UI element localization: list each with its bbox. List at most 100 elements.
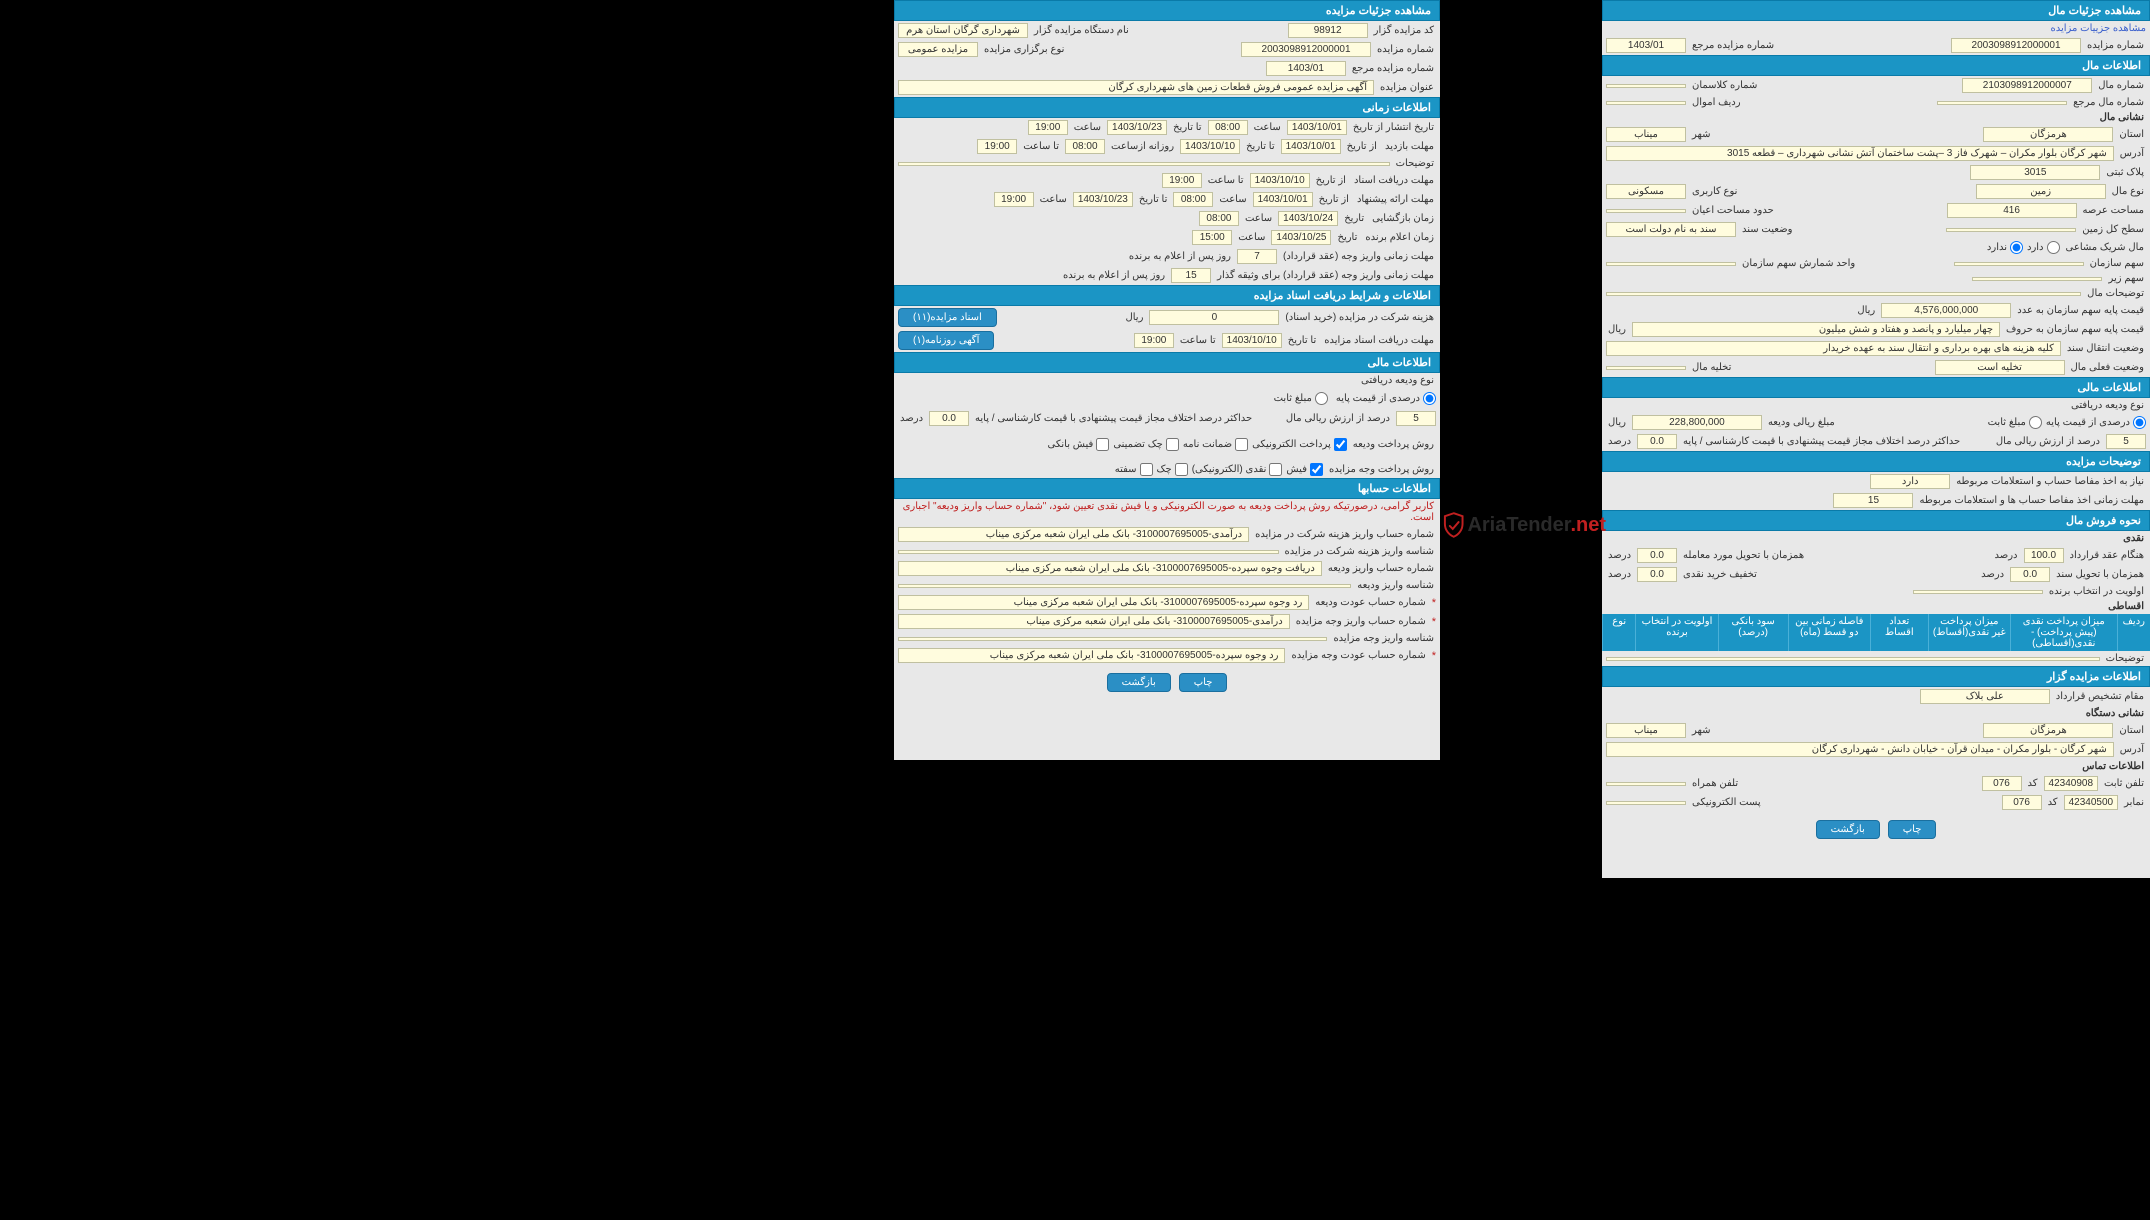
val-deliver: 0.0: [1637, 548, 1677, 563]
val-deed: 0.0: [2010, 567, 2050, 582]
lbl-pay-method: روش پرداخت ودیعه: [1351, 439, 1436, 450]
val-acc8: رد وجوه سپرده-3100007695005- بانک ملی ای…: [898, 648, 1285, 663]
chk-pm4[interactable]: فیش بانکی: [1048, 438, 1110, 451]
radio-pct[interactable]: درصدی از قیمت پایه: [1336, 392, 1436, 405]
lbl-ref: شماره مزایده مرجع: [1350, 63, 1436, 74]
radio-l-pct[interactable]: درصدی از قیمت پایه: [2046, 416, 2146, 429]
btn-back[interactable]: بازگشت: [1107, 673, 1171, 692]
radio-hasnot[interactable]: ندارد: [1987, 241, 2023, 254]
chk-pm1[interactable]: پرداخت الکترونیکی: [1252, 438, 1347, 451]
val-ayan: [1606, 209, 1686, 213]
val-email: [1606, 801, 1686, 805]
val-addr: شهر کرگان بلوار مکران – شهرک فاز 3 –پشت …: [1606, 146, 2114, 161]
radio-has[interactable]: دارد: [2027, 241, 2060, 254]
chk-ap1[interactable]: فیش: [1286, 463, 1323, 476]
chk-pm3[interactable]: چک تضمینی: [1113, 438, 1179, 451]
val-base-num: 4,576,000,000: [1881, 303, 2011, 318]
val-fee: 0: [1149, 310, 1279, 325]
header-auction-notes: توضیحات مزایده: [1602, 451, 2150, 472]
val-mal-ref: [1937, 101, 2067, 105]
val-doc-from: 1403/10/10: [1250, 173, 1310, 188]
btn-auction-docs[interactable]: اسناد مزایده(۱۱): [898, 308, 997, 327]
chk-ap4[interactable]: سفته: [1115, 463, 1153, 476]
val-open-date: 1403/10/24: [1278, 211, 1338, 226]
auction-details-panel: مشاهده جزئیات مزایده کد مزایده گزار 9891…: [894, 0, 1440, 760]
sub-org-loc: نشانی دستگاه: [1602, 706, 2150, 721]
btn-l-back[interactable]: بازگشت: [1816, 820, 1880, 839]
val-offer-from: 1403/10/01: [1253, 192, 1313, 207]
lbl-pay-deadline: مهلت زمانی واریز وجه (عقد قرارداد): [1281, 251, 1436, 262]
shield-icon: [1440, 497, 1467, 553]
chk-pm2[interactable]: ضمانت نامه: [1183, 438, 1248, 451]
val-contract: 100.0: [2024, 548, 2064, 563]
val-org-share: [1954, 262, 2084, 266]
header-time-info: اطلاعات زمانی: [894, 97, 1440, 118]
sub-cash: نقدی: [1602, 531, 2150, 546]
lbl-fee: هزینه شرکت در مزایده (خرید اسناد): [1283, 312, 1436, 323]
val-mobile: [1606, 782, 1686, 786]
val-num: 2003098912000001: [1241, 42, 1371, 57]
lbl-title: عنوان مزایده: [1378, 82, 1436, 93]
val-visit-to-t: 19:00: [977, 139, 1017, 154]
val-doc-to-t: 19:00: [1162, 173, 1202, 188]
val-mal: 2103098912000007: [1962, 78, 2092, 93]
header-auction-details: مشاهده جزئیات مزایده: [894, 0, 1440, 21]
install-table-header: ردیف میزان پرداخت نقدی (پیش پرداخت) - نق…: [1602, 614, 2150, 651]
val-prov: هرمزگان: [1983, 127, 2113, 142]
val-visit-to: 1403/10/10: [1180, 139, 1240, 154]
val-offer-to-t: 19:00: [994, 192, 1034, 207]
logo-text: AriaTender.net: [1467, 514, 1606, 537]
header-property-details: مشاهده جزئیات مال: [1602, 0, 2150, 21]
lbl-dep-deadline: مهلت زمانی واریز وجه (عقد قرارداد) برای …: [1215, 270, 1436, 281]
val-class: [1606, 84, 1686, 88]
lbl-org: نام دستگاه مزایده گزار: [1032, 25, 1131, 36]
val-row: [1606, 101, 1686, 105]
btn-print[interactable]: چاپ: [1179, 673, 1228, 692]
val-unit: [1606, 262, 1736, 266]
lbl-num: شماره مزایده: [1375, 44, 1436, 55]
header-auctioneer-info: اطلاعات مزایده گزار: [1602, 666, 2150, 687]
val-notes: [1606, 657, 2100, 661]
chk-ap3[interactable]: چک: [1157, 463, 1188, 476]
lbl-offer: مهلت ارائه پیشنهاد: [1355, 194, 1436, 205]
btn-l-print[interactable]: چاپ: [1888, 820, 1937, 839]
radio-fixed[interactable]: مبلغ ثابت: [1274, 392, 1328, 405]
btn-newspaper[interactable]: آگهی روزنامه(۱): [898, 331, 994, 350]
val-ref: 1403/01: [1266, 61, 1346, 76]
link-view-details[interactable]: مشاهده جزییات مزایده: [2050, 23, 2146, 34]
val-pct: 5: [1396, 411, 1436, 426]
val-pay-days: 7: [1237, 249, 1277, 264]
val-winner-t: 15:00: [1192, 230, 1232, 245]
val-current: تخلیه است: [1935, 360, 2065, 375]
val-acc5: رد وجوه سپرده-3100007695005- بانک ملی ای…: [898, 595, 1309, 610]
val-sub-share: [1972, 277, 2102, 281]
sub-location: نشانی مال: [1602, 110, 2150, 125]
lbl-visit: مهلت بازدید: [1383, 141, 1436, 152]
val-l-num: 2003098912000001: [1951, 38, 2081, 53]
val-priority: [1913, 590, 2043, 594]
val-status: سند به نام دولت است: [1606, 222, 1736, 237]
val-pub-to: 1403/10/23: [1107, 120, 1167, 135]
val-l-max-diff: 0.0: [1637, 434, 1677, 449]
sub-contact: اطلاعات تماس: [1602, 759, 2150, 774]
val-pub-from-t: 08:00: [1208, 120, 1248, 135]
radio-l-fixed[interactable]: مبلغ ثابت: [1988, 416, 2042, 429]
val-title: آگهی مزایده عمومی فروش قطعات زمین های شه…: [898, 80, 1374, 95]
val-acc7: [898, 637, 1327, 641]
val-l-ref: 1403/01: [1606, 38, 1686, 53]
val-org: شهرداری گرگان استان هرم: [898, 23, 1028, 38]
chk-ap2[interactable]: نقدی (الکترونیکی): [1192, 463, 1283, 476]
val-pct-mal: 5: [2106, 434, 2146, 449]
val-dep-rial: 228,800,000: [1632, 415, 1762, 430]
header-accounts: اطلاعات حسابها: [894, 478, 1440, 499]
val-mal-type: زمین: [1976, 184, 2106, 199]
val-dep-days: 15: [1171, 268, 1211, 283]
val-desc: [898, 162, 1390, 166]
val-fax: 42340500: [2064, 795, 2119, 810]
val-cash-disc: 0.0: [1637, 567, 1677, 582]
val-base-txt: چهار میلیارد و پانصد و هفتاد و شش میلیون: [1632, 322, 2000, 337]
val-doc-dl-t: 19:00: [1134, 333, 1174, 348]
val-mal-desc: [1606, 292, 2081, 296]
note-accounts: کاربر گرامی، درصورتیکه روش پرداخت ودیعه …: [894, 499, 1440, 525]
val-plak: 3015: [1970, 165, 2100, 180]
